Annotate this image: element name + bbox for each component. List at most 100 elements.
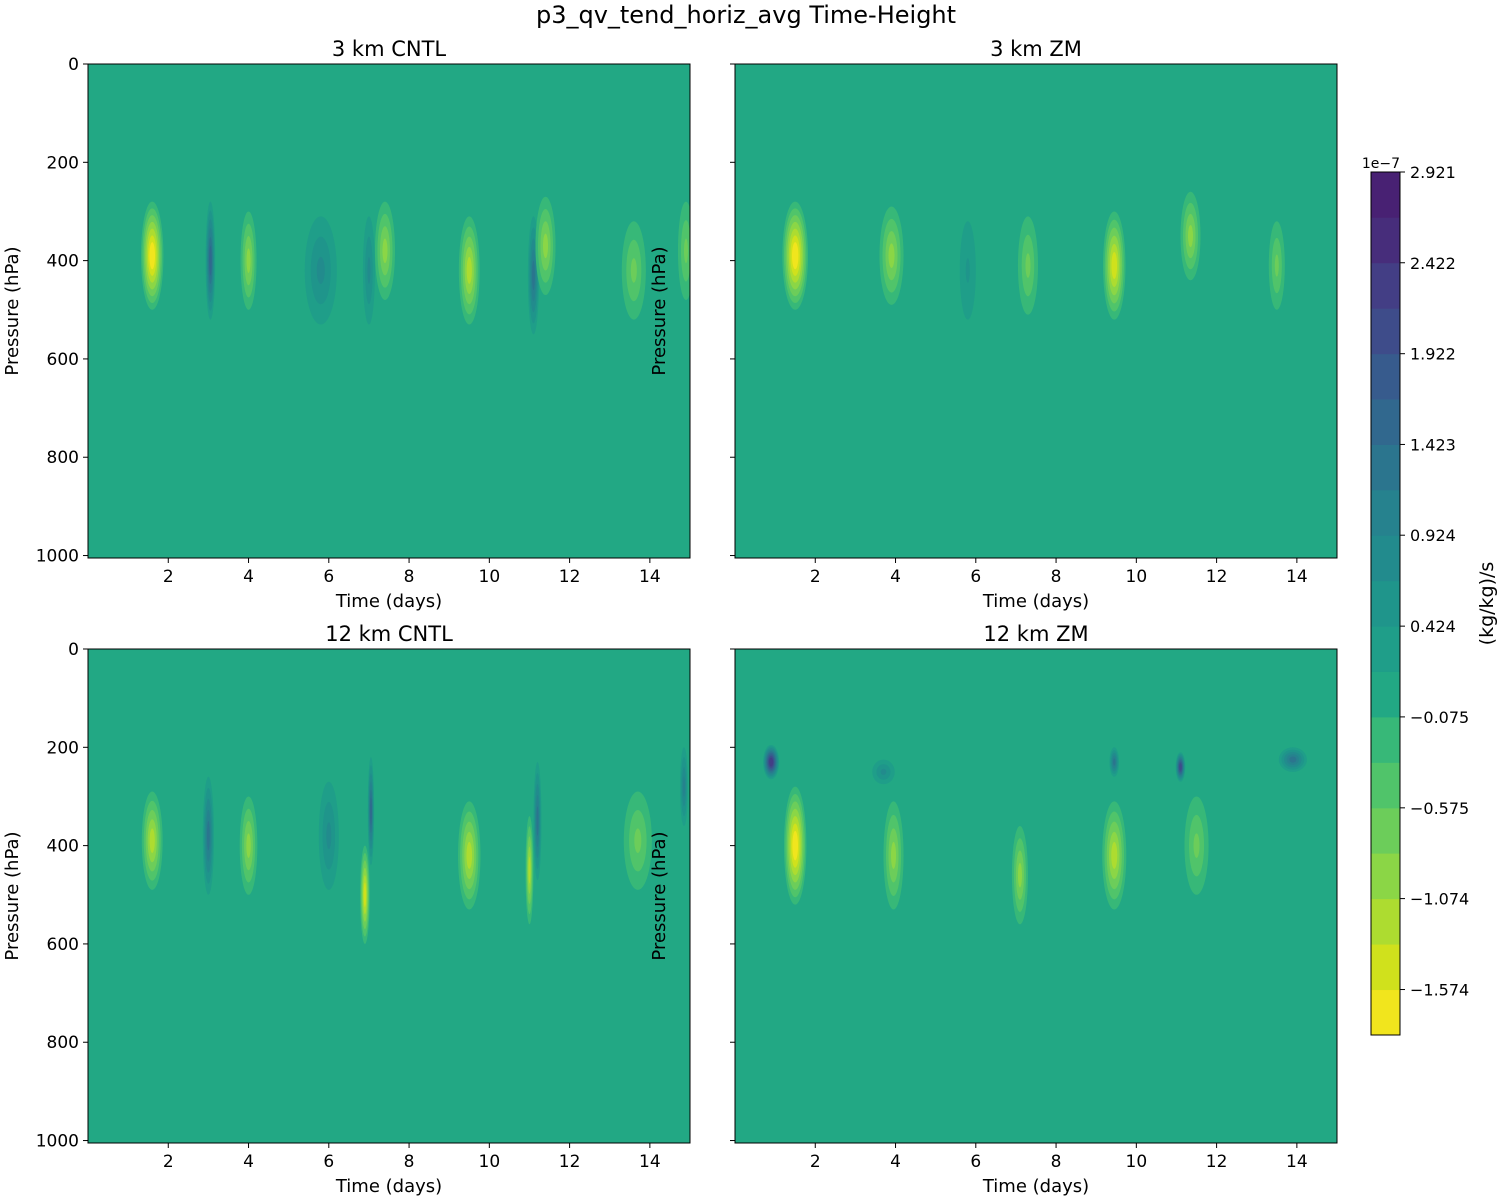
colorbar-tick-label: 1.922 [1410, 345, 1456, 364]
feature-2 [205, 201, 216, 320]
contour-level [466, 256, 472, 284]
feature-3 [239, 796, 258, 895]
contour-level [1188, 224, 1194, 248]
y-axis-label: Pressure (hPa) [649, 246, 670, 375]
x-tick-label: 2 [163, 1152, 174, 1172]
colorbar-segment [1371, 626, 1400, 672]
x-tick-label: 4 [243, 567, 254, 587]
axes-frame [734, 63, 1338, 559]
contour-level [791, 242, 799, 270]
feature-7 [1268, 221, 1285, 310]
contour-level [382, 238, 388, 264]
contour-level [880, 768, 887, 775]
x-tick-label: 12 [559, 1152, 581, 1172]
x-tick-label: 4 [890, 567, 901, 587]
feature-3 [240, 211, 257, 310]
x-tick-label: 10 [479, 1152, 501, 1172]
y-axis-label: Pressure (hPa) [2, 246, 23, 375]
contour-level [1017, 862, 1022, 888]
x-tick-label: 8 [404, 567, 415, 587]
y-tick-label: 400 [47, 837, 79, 857]
x-axis-label: Time (days) [982, 591, 1089, 612]
feature-8 [1175, 752, 1186, 782]
heatmap-features [763, 744, 1307, 925]
contour-level [891, 841, 897, 869]
heatmap-features [140, 196, 690, 335]
contour-level [528, 856, 531, 884]
colorbar-segment [1371, 580, 1400, 627]
panel-title: 3 km CNTL [332, 37, 447, 61]
colorbar-segment [1371, 262, 1400, 309]
feature-6 [367, 757, 375, 866]
colorbar-tick-label: 2.921 [1410, 163, 1456, 182]
contour-level [1274, 254, 1279, 277]
feature-5 [362, 216, 375, 325]
feature-5 [1011, 825, 1028, 925]
contour-level [532, 260, 535, 291]
x-axis-label: Time (days) [982, 1176, 1089, 1197]
feature-7 [458, 801, 481, 910]
colorbar-segment [1371, 898, 1400, 945]
contour-level [1113, 758, 1116, 766]
x-axis-label: Time (days) [335, 1176, 442, 1197]
feature-2 [783, 786, 807, 905]
feature-11 [679, 747, 688, 826]
x-tick-label: 10 [479, 567, 501, 587]
panel-1: 2 4 6 8 10 12 14 0 200 400 600 800 1000 3 km CNTL Time… [2, 37, 691, 612]
contour-level [1193, 833, 1200, 858]
colorbar-segment [1371, 172, 1400, 218]
colorbar-segment [1371, 762, 1400, 809]
colorbar-segment [1371, 989, 1400, 1036]
contour-level [634, 828, 642, 853]
x-tick-label: 14 [1286, 567, 1308, 587]
feature-3 [959, 221, 976, 320]
colorbar-segment [1371, 944, 1400, 991]
feature-10 [1278, 747, 1307, 772]
x-tick-label: 6 [323, 567, 334, 587]
feature-2 [202, 776, 215, 895]
x-tick-label: 10 [1126, 1152, 1148, 1172]
y-tick-label: 600 [47, 935, 79, 955]
x-tick-label: 2 [810, 1152, 821, 1172]
contour-level [543, 233, 549, 259]
feature-1 [782, 201, 809, 310]
feature-4 [304, 216, 337, 325]
feature-10 [623, 791, 652, 890]
x-tick-label: 8 [1051, 1152, 1062, 1172]
contour-level [1289, 756, 1297, 763]
contour-level [206, 821, 210, 851]
feature-4 [318, 781, 339, 890]
x-tick-label: 2 [163, 567, 174, 587]
contour-level [1179, 763, 1182, 771]
axes-frame [87, 648, 691, 1144]
colorbar-segment [1371, 853, 1400, 900]
feature-4 [1017, 216, 1039, 315]
x-tick-label: 10 [1126, 567, 1148, 587]
x-tick-label: 12 [559, 567, 581, 587]
x-tick-label: 14 [639, 1152, 661, 1172]
y-tick-label: 200 [47, 153, 79, 173]
colorbar-segment [1371, 671, 1400, 718]
panels: 2 4 6 8 10 12 14 0 200 400 600 800 1000 3 km CNTL Time… [2, 37, 1338, 1197]
x-tick-label: 14 [639, 567, 661, 587]
colorbar-tick-label: 2.422 [1410, 254, 1456, 273]
contour-level [149, 242, 156, 270]
colorbar-tick-label: −1.074 [1410, 890, 1469, 909]
x-tick-label: 4 [890, 1152, 901, 1172]
colorbar-tick-label: 1.423 [1410, 435, 1456, 454]
x-tick-label: 2 [810, 567, 821, 587]
contour-level [1111, 252, 1118, 280]
panel-2: 2 4 6 8 10 12 14 3 km ZM Time (days) Pressure (hP… [649, 37, 1338, 612]
heatmap-features [141, 747, 688, 944]
colorbar-frame [1370, 171, 1401, 1036]
x-tick-label: 12 [1206, 1152, 1228, 1172]
x-axis-label: Time (days) [335, 591, 442, 612]
colorbar-label: (kg/kg)/s [1476, 562, 1498, 646]
contour-level [466, 841, 473, 869]
colorbar-segment [1371, 308, 1400, 355]
panel-4: 2 4 6 8 10 12 14 12 km ZM Time (days) Pressure (h… [649, 622, 1338, 1197]
contour-level [965, 258, 970, 283]
feature-4 [883, 801, 904, 910]
y-tick-label: 400 [47, 252, 79, 272]
